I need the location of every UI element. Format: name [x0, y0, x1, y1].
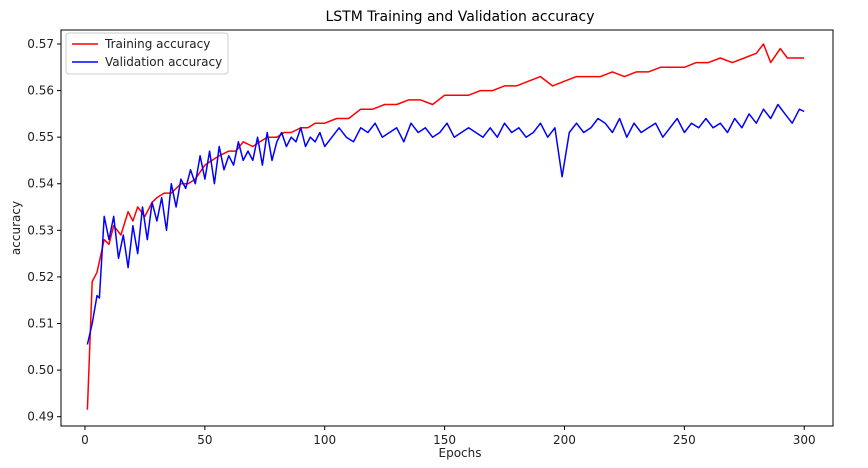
chart-title: LSTM Training and Validation accuracy — [326, 9, 595, 25]
plot-area — [86, 43, 805, 410]
y-tick-label: 0.49 — [27, 410, 54, 424]
legend-label-validation: Validation accuracy — [105, 55, 222, 69]
legend-box — [65, 32, 229, 75]
x-tick-label: 0 — [81, 433, 89, 447]
y-tick-label: 0.54 — [27, 177, 54, 191]
x-tick-label: 50 — [197, 433, 212, 447]
x-tick-label: 300 — [793, 433, 816, 447]
y-tick-label: 0.50 — [27, 363, 54, 377]
x-tick-label: 200 — [553, 433, 576, 447]
x-axis: 0 50 100 150 200 250 300 — [81, 426, 816, 447]
y-tick-label: 0.52 — [27, 270, 54, 284]
y-tick-label: 0.53 — [27, 223, 54, 237]
y-tick-label: 0.57 — [27, 37, 54, 51]
x-tick-label: 100 — [313, 433, 336, 447]
training-accuracy-line — [86, 43, 805, 410]
y-tick-label: 0.51 — [27, 317, 54, 331]
y-tick-label: 0.56 — [27, 84, 54, 98]
legend-label-training: Training accuracy — [104, 37, 210, 51]
y-tick-label: 0.55 — [27, 130, 54, 144]
validation-accuracy-line — [86, 103, 805, 345]
plot-frame — [60, 29, 834, 427]
y-axis: 0.49 0.50 0.51 0.52 0.53 0.54 0.55 0.56 0.57 — [27, 37, 61, 424]
x-axis-label: Epochs — [439, 446, 482, 460]
x-tick-label: 250 — [673, 433, 696, 447]
y-axis-label: accuracy — [9, 201, 23, 255]
x-tick-label: 150 — [433, 433, 456, 447]
legend: Training accuracy Validation accuracy — [65, 32, 229, 75]
